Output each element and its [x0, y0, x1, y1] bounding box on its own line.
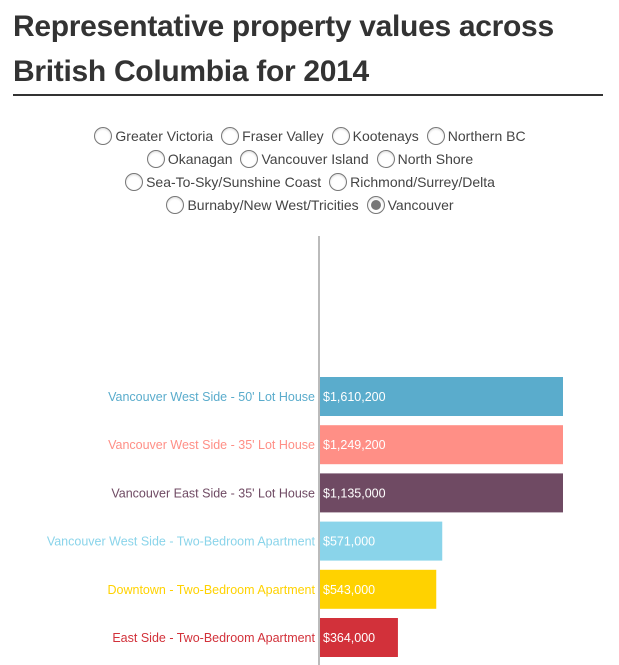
- region-option-sea-to-sky-sunshine-coast[interactable]: Sea-To-Sky/Sunshine Coast: [125, 172, 322, 191]
- radio-button[interactable]: [331, 126, 350, 145]
- region-option-label: Greater Victoria: [115, 127, 214, 144]
- title-divider: [13, 94, 603, 96]
- region-option-greater-victoria[interactable]: Greater Victoria: [94, 126, 214, 145]
- radio-button[interactable]: [221, 126, 240, 145]
- radio-button[interactable]: [146, 149, 165, 168]
- radio-button[interactable]: [329, 172, 348, 191]
- chart-title: Representative property values across Br…: [13, 10, 554, 88]
- value-label: $1,135,000: [323, 486, 386, 500]
- bar: [320, 521, 443, 561]
- value-label: $543,000: [323, 583, 375, 597]
- category-label: Vancouver West Side - 35' Lot House: [108, 438, 315, 452]
- region-option-label: Vancouver: [387, 196, 454, 213]
- region-option-burnaby-new-west-tricities[interactable]: Burnaby/New West/Tricities: [166, 195, 359, 214]
- category-label: Vancouver West Side - 50' Lot House: [108, 390, 315, 404]
- region-row: Burnaby/New West/Tricities Vancouver: [60, 193, 560, 216]
- radio-button[interactable]: [94, 126, 113, 145]
- bar: [320, 377, 563, 416]
- region-option-label: Richmond/Surrey/Delta: [350, 173, 495, 190]
- region-picker: Greater Victoria Fraser Valley Kootenays No…: [60, 124, 560, 216]
- value-label: $1,249,200: [323, 438, 386, 452]
- region-row: Greater Victoria Fraser Valley Kootenays No…: [60, 124, 560, 147]
- region-option-fraser-valley[interactable]: Fraser Valley: [221, 126, 324, 145]
- region-option-okanagan[interactable]: Okanagan: [146, 149, 233, 168]
- value-label: $571,000: [323, 535, 375, 549]
- radio-button[interactable]: [240, 149, 259, 168]
- bar: [320, 473, 563, 513]
- region-option-label: Northern BC: [447, 127, 526, 144]
- bar: [320, 569, 437, 609]
- category-label: Vancouver West Side - Two-Bedroom Apartm…: [47, 535, 316, 549]
- region-row: Okanagan Vancouver Island North Shore: [60, 147, 560, 170]
- region-option-label: Fraser Valley: [242, 127, 324, 144]
- region-option-north-shore[interactable]: North Shore: [376, 149, 474, 168]
- region-option-label: Sea-To-Sky/Sunshine Coast: [146, 173, 322, 190]
- radio-button[interactable]: [376, 149, 395, 168]
- radio-button[interactable]: [366, 195, 385, 214]
- bar: [320, 425, 563, 465]
- region-option-richmond-surrey-delta[interactable]: Richmond/Surrey/Delta: [329, 172, 495, 191]
- region-option-northern-bc[interactable]: Northern BC: [426, 126, 526, 145]
- radio-button[interactable]: [125, 172, 144, 191]
- value-label: $364,000: [323, 631, 375, 645]
- bar: [320, 618, 398, 657]
- category-label: East Side - Two-Bedroom Apartment: [112, 631, 315, 645]
- radio-selected-dot: [370, 199, 381, 210]
- bars-group: Vancouver West Side - 50' Lot House $1,61…: [47, 377, 563, 657]
- region-option-kootenays[interactable]: Kootenays: [331, 126, 419, 145]
- region-option-label: Kootenays: [352, 127, 419, 144]
- region-option-label: Burnaby/New West/Tricities: [187, 196, 359, 213]
- radio-button[interactable]: [426, 126, 445, 145]
- region-option-label: North Shore: [397, 150, 474, 167]
- category-label: Vancouver East Side - 35' Lot House: [111, 486, 315, 500]
- region-option-vancouver[interactable]: Vancouver: [366, 195, 454, 214]
- region-option-label: Vancouver Island: [261, 150, 369, 167]
- region-option-vancouver-island[interactable]: Vancouver Island: [240, 149, 369, 168]
- value-label: $1,610,200: [323, 390, 386, 404]
- category-label: Downtown - Two-Bedroom Apartment: [107, 583, 315, 597]
- region-row: Sea-To-Sky/Sunshine Coast Richmond/Surrey…: [60, 170, 560, 193]
- radio-button[interactable]: [166, 195, 185, 214]
- region-option-label: Okanagan: [167, 150, 233, 167]
